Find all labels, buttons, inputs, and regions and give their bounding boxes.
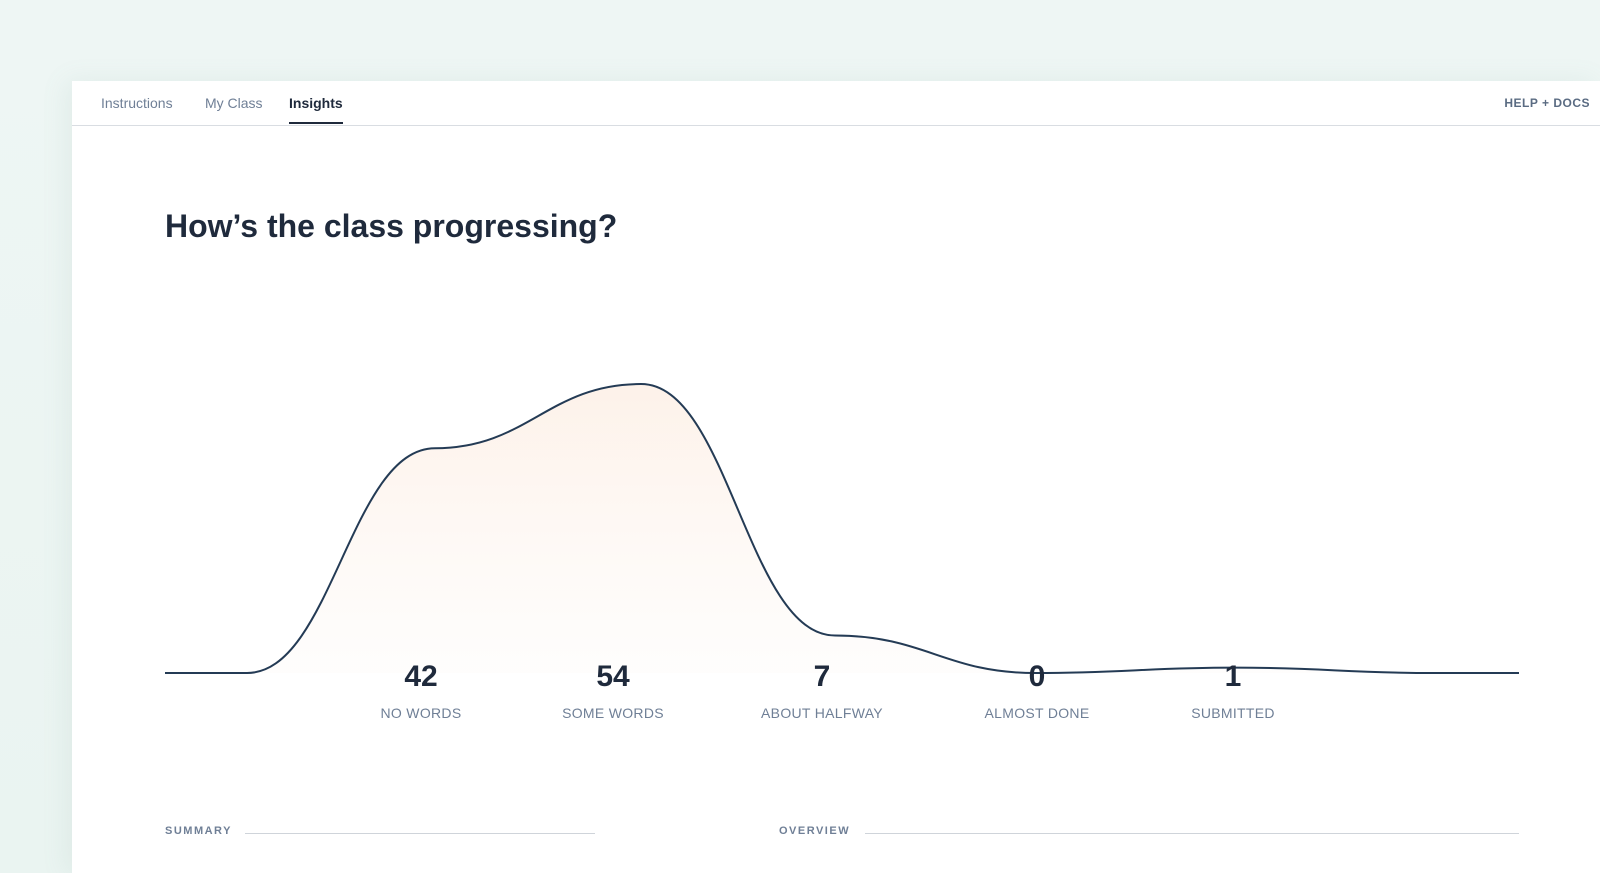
stat-submitted: 1 SUBMITTED [1143, 659, 1323, 721]
progress-distribution-chart [165, 382, 1519, 675]
top-navigation: Instructions My Class Insights HELP + DO… [72, 81, 1600, 126]
stat-label: ALMOST DONE [984, 705, 1090, 721]
stat-value: 0 [1028, 660, 1046, 693]
stat-value: 7 [813, 660, 831, 693]
chart-distribution-line [165, 382, 1519, 675]
help-docs-link[interactable]: HELP + DOCS [1504, 96, 1590, 110]
tab-my-class[interactable]: My Class [205, 95, 263, 111]
stat-label: ABOUT HALFWAY [761, 705, 883, 721]
summary-divider [245, 833, 595, 834]
stat-label: SOME WORDS [562, 705, 664, 721]
overview-section-header: OVERVIEW [779, 825, 1519, 841]
overview-title: OVERVIEW [779, 825, 861, 837]
summary-section-header: SUMMARY [165, 825, 595, 841]
stat-value: 42 [404, 660, 438, 693]
stat-value: 1 [1224, 660, 1242, 693]
page-title: How’s the class progressing? [165, 208, 618, 244]
chart-area-fill [165, 384, 1519, 673]
tab-insights[interactable]: Insights [289, 95, 343, 124]
stat-label: SUBMITTED [1191, 705, 1275, 721]
stat-no-words: 42 NO WORDS [331, 659, 511, 721]
stat-almost-done: 0 ALMOST DONE [947, 659, 1127, 721]
overview-divider [865, 833, 1519, 834]
summary-title: SUMMARY [165, 825, 242, 837]
tab-instructions[interactable]: Instructions [101, 95, 173, 111]
stat-about-halfway: 7 ABOUT HALFWAY [732, 659, 912, 721]
main-panel: Instructions My Class Insights HELP + DO… [72, 81, 1600, 873]
stat-some-words: 54 SOME WORDS [523, 659, 703, 721]
stat-value: 54 [596, 660, 630, 693]
stat-label: NO WORDS [380, 705, 462, 721]
